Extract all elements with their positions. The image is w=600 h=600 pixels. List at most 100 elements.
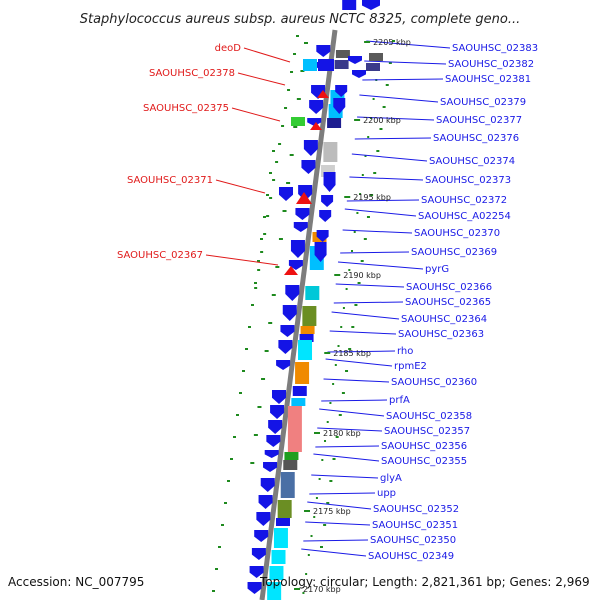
green-mark	[340, 326, 343, 328]
gene-block-right-23	[275, 518, 290, 526]
gene-02367-tri	[284, 266, 298, 275]
gene-arrow-left-28	[249, 566, 264, 578]
green-mark	[382, 106, 386, 108]
gene-arrow-left-27	[251, 548, 266, 560]
gene-label-right: SAOUHSC_02360	[391, 377, 477, 388]
green-mark	[224, 502, 227, 504]
gene-arrow-top-0	[362, 0, 380, 10]
gene-label-right: SAOUHSC_02373	[425, 175, 511, 186]
green-mark	[326, 421, 329, 423]
gene-label-right: SAOUHSC_02379	[440, 97, 526, 108]
green-mark	[248, 326, 251, 328]
green-mark	[272, 150, 275, 152]
green-mark	[319, 546, 323, 548]
green-mark	[218, 546, 221, 548]
gene-arrow-left-11	[288, 260, 303, 270]
green-mark	[260, 251, 264, 253]
green-mark	[342, 307, 345, 309]
green-mark	[260, 238, 263, 240]
green-mark	[236, 414, 239, 416]
green-mark	[351, 250, 354, 252]
green-mark	[302, 592, 305, 594]
gene-blocks	[247, 0, 383, 600]
gene-block-right-10	[305, 286, 320, 300]
green-mark	[261, 378, 266, 380]
green-mark	[290, 71, 294, 73]
green-mark	[287, 89, 291, 91]
green-mark	[370, 194, 374, 196]
gene-label-right: SAOUHSC_02365	[405, 297, 491, 308]
gene-label-right: SAOUHSC_02355	[381, 456, 467, 467]
green-mark	[341, 392, 345, 394]
green-mark	[251, 304, 254, 306]
gene-block-right-19	[284, 452, 299, 460]
green-mark	[345, 370, 349, 372]
gene-label-right: SAOUHSC_02349	[368, 551, 454, 562]
gene-arrow-left-16	[276, 360, 291, 370]
green-mark	[239, 392, 242, 394]
green-mark	[275, 161, 279, 163]
gene-arrow-left-21	[264, 450, 279, 458]
label-leader	[342, 229, 413, 234]
gene-label-right: SAOUHSC_02357	[384, 426, 470, 437]
gene-arrow-top-2	[352, 70, 366, 78]
gene-02371-arrow	[279, 187, 293, 201]
green-mark	[335, 436, 339, 438]
gene-arrow-left-9	[293, 222, 308, 232]
green-mark	[326, 502, 330, 504]
gene-label-right: SAOUHSC_02374	[429, 156, 515, 167]
gene-arrow-right-4	[319, 210, 332, 222]
label-leader-red	[205, 254, 279, 266]
green-mark	[372, 98, 375, 100]
label-leader	[349, 176, 424, 181]
gene-label-left: SAOUHSC_02371	[127, 175, 213, 186]
gene-arrow-right-3	[321, 195, 334, 207]
green-mark	[269, 172, 272, 174]
gene-arrow-right-2	[323, 172, 336, 192]
green-mark	[364, 155, 367, 157]
green-mark	[272, 179, 276, 181]
gene-label-right: SAOUHSC_02351	[372, 520, 458, 531]
green-mark	[257, 406, 262, 408]
gene-arrow-left-20	[266, 435, 281, 447]
green-mark	[289, 154, 294, 156]
label-leader-lines	[205, 40, 451, 557]
green-mark	[284, 107, 288, 109]
green-mark	[363, 238, 367, 240]
label-leader	[344, 208, 417, 217]
gene-deoD-block	[303, 59, 317, 71]
label-leader	[351, 153, 428, 162]
gene-arrow-left-14	[280, 325, 295, 337]
green-mark	[269, 197, 273, 199]
green-mark	[250, 462, 255, 464]
green-mark	[254, 287, 258, 289]
green-mark	[257, 269, 261, 271]
green-mark	[313, 516, 316, 518]
gene-arrow-right-1	[333, 98, 346, 114]
label-leader	[362, 78, 444, 81]
gene-label-right: SAOUHSC_02350	[370, 535, 456, 546]
green-mark	[266, 194, 269, 196]
green-mark	[282, 210, 287, 212]
topology-text: Topology: circular; Length: 2,821,361 bp…	[259, 575, 590, 589]
green-mark	[278, 143, 282, 145]
gene-label-right: upp	[377, 488, 396, 499]
green-mark	[242, 370, 245, 372]
label-leader	[321, 399, 388, 402]
green-mark	[321, 459, 324, 461]
gene-block-right-22	[277, 500, 292, 518]
kbp-tick-label: 2180 kbp	[323, 429, 361, 438]
gene-arrow-left-18	[270, 405, 285, 419]
green-mark	[379, 128, 383, 130]
gene-arrow-left-13	[282, 305, 297, 321]
gene-label-right: SAOUHSC_02370	[414, 228, 500, 239]
gene-label-right: SAOUHSC_02358	[386, 411, 472, 422]
green-mark	[318, 478, 321, 480]
gene-block-right-20	[283, 460, 298, 470]
gene-block-right-26	[269, 566, 284, 580]
green-mark	[310, 535, 313, 537]
label-leader	[311, 474, 379, 479]
gene-label-right: SAOUHSC_02377	[436, 115, 522, 126]
gene-arrow-left-25	[256, 512, 271, 526]
